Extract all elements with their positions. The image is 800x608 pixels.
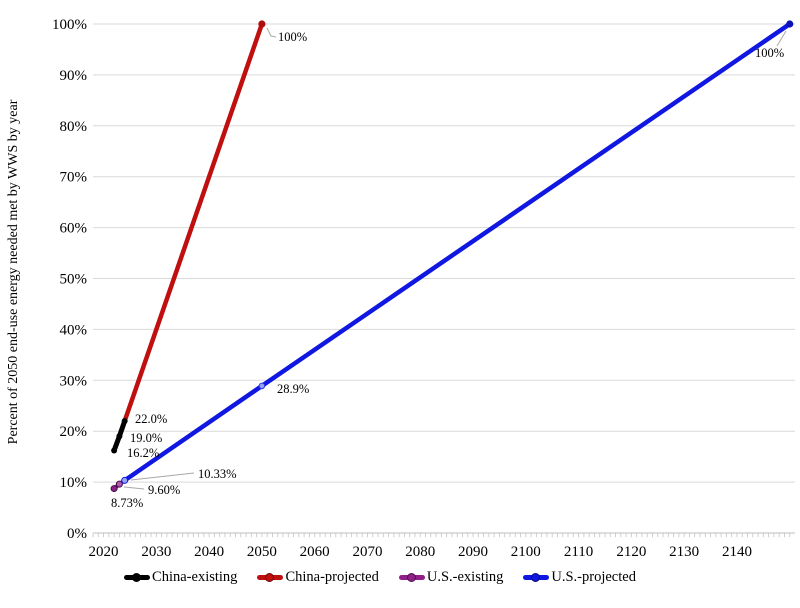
y-tick-label: 50%: [60, 272, 88, 288]
data-label: 28.9%: [277, 382, 309, 396]
y-tick-label: 80%: [60, 119, 88, 135]
data-point-marker: [110, 485, 118, 493]
series-line-china-projected: [122, 21, 265, 424]
data-label: 100%: [755, 46, 784, 60]
legend-label: China-projected: [285, 569, 379, 585]
y-tick-label: 70%: [60, 170, 88, 186]
x-tick-label: 2050: [247, 544, 277, 560]
data-point-marker: [116, 433, 123, 440]
legend-marker-icon: [398, 573, 425, 582]
annotation-leader: [123, 486, 145, 490]
legend-marker-icon: [257, 573, 284, 582]
y-tick-label: 10%: [60, 475, 88, 491]
x-tick-label: 2100: [511, 544, 541, 560]
annotation-leader: [776, 30, 787, 47]
y-tick-label: 0%: [67, 526, 87, 542]
legend-item-u-s-projected: U.S.-projected: [523, 569, 636, 586]
y-tick-label: 40%: [60, 322, 88, 338]
x-tick-label: 2090: [458, 544, 488, 560]
data-label: 10.33%: [198, 467, 237, 481]
legend-marker-icon: [523, 573, 550, 582]
y-tick-label: 100%: [52, 17, 87, 33]
legend-dot-icon: [132, 573, 142, 582]
data-label: 22.0%: [135, 412, 167, 426]
x-tick-label: 2120: [616, 544, 646, 560]
legend-dot-icon: [406, 573, 416, 582]
legend-label: U.S.-projected: [551, 569, 636, 585]
annotation-leader: [266, 27, 277, 38]
data-point-marker: [111, 447, 118, 454]
legend-item-china-projected: China-projected: [257, 569, 379, 586]
data-point-marker: [258, 20, 266, 28]
x-tick-label: 2130: [669, 544, 699, 560]
legend-label: U.S.-existing: [426, 569, 504, 585]
data-label: 8.73%: [111, 496, 143, 510]
chart-svg: 0% 10% 20% 30% 40% 50% 60% 70% 80% 90% 100% 2020 203…: [6, 17, 795, 560]
legend-item-u-s-existing: U.S.-existing: [398, 569, 504, 586]
series-line-u-s-projected: [122, 21, 792, 483]
chart-legend: China-existing China-projected U.S.-existi…: [0, 569, 800, 586]
data-label: 19.0%: [130, 431, 162, 445]
data-point-marker: [121, 476, 129, 484]
y-axis-title: Percent of 2050 end-use energy needed me…: [6, 99, 21, 444]
data-point-marker: [786, 20, 794, 28]
legend-label: China-existing: [152, 569, 238, 585]
data-point-marker: [115, 480, 123, 488]
data-point-marker: [121, 418, 128, 425]
legend-item-china-existing: China-existing: [124, 569, 237, 586]
x-tick-label: 2020: [89, 544, 119, 560]
legend-dot-icon: [531, 573, 541, 582]
legend-dot-icon: [265, 573, 275, 582]
data-label: 100%: [278, 30, 307, 44]
annotation-leader: [130, 472, 195, 481]
y-tick-label: 90%: [60, 68, 88, 84]
x-tick-label: 2080: [405, 544, 435, 560]
y-tick-label: 30%: [60, 373, 88, 389]
y-tick-label: 20%: [60, 424, 88, 440]
data-label: 16.2%: [127, 446, 159, 460]
data-label: 9.60%: [148, 483, 180, 497]
x-tick-label: 2140: [722, 544, 752, 560]
x-tick-label: 2030: [141, 544, 171, 560]
x-tick-label: 2060: [300, 544, 330, 560]
legend-marker-icon: [124, 573, 151, 582]
x-tick-label: 2110: [564, 544, 593, 560]
x-tick-label: 2040: [194, 544, 224, 560]
data-point-marker: [258, 382, 266, 390]
y-tick-label: 60%: [60, 221, 88, 237]
x-tick-label: 2070: [352, 544, 382, 560]
